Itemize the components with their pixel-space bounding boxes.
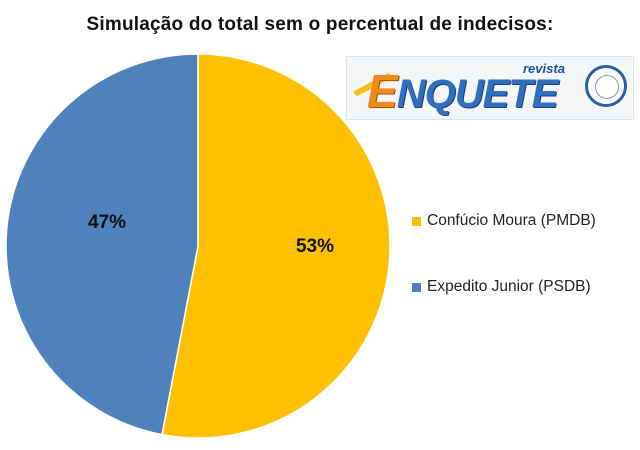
- pie-slice: [5, 53, 199, 436]
- pie-slice: [161, 53, 391, 439]
- legend-swatch: [412, 283, 421, 292]
- pie-data-label: 53%: [296, 236, 334, 257]
- logo-revista-text: revista: [523, 61, 565, 76]
- revista-enquete-logo: revista ENQUETE: [346, 56, 634, 120]
- legend-label: Expedito Junior (PSDB): [427, 278, 591, 295]
- pie-data-label: 47%: [88, 212, 126, 233]
- legend-label: Confúcio Moura (PMDB): [427, 212, 596, 229]
- logo-wordmark: ENQUETE: [367, 68, 559, 116]
- logo-wordmark-rest: NQUETE: [396, 72, 559, 116]
- chart-title: Simulação do total sem o percentual de i…: [86, 14, 554, 35]
- legend-swatch: [412, 217, 421, 226]
- logo-wordmark-first-letter: E: [367, 65, 398, 117]
- logo-seal-icon: [585, 65, 627, 107]
